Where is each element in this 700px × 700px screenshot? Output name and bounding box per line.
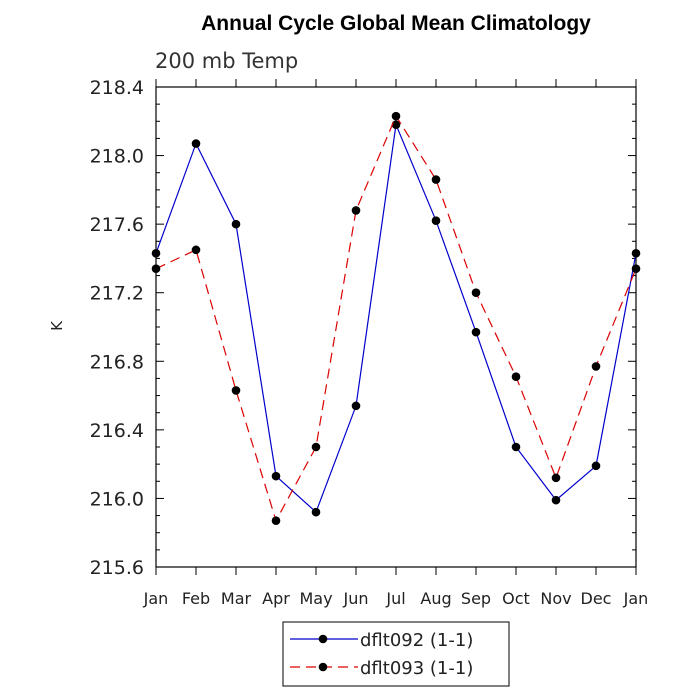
series-2 (151, 111, 641, 526)
data-point (151, 248, 161, 258)
x-tick-label: Oct (502, 589, 530, 608)
data-point (631, 248, 641, 258)
data-point (231, 219, 241, 229)
data-point (471, 288, 481, 298)
data-point (511, 372, 521, 382)
data-point (151, 264, 161, 274)
x-tick-label: May (299, 589, 332, 608)
x-tick-label: Jan (143, 589, 169, 608)
x-tick-label: Jul (385, 589, 405, 608)
data-point (551, 495, 561, 505)
data-point (351, 401, 361, 411)
x-tick-label: Nov (540, 589, 571, 608)
data-point (551, 473, 561, 483)
y-tick-label: 216.8 (90, 351, 144, 373)
plot-frame (155, 86, 637, 568)
axis-ticks: 215.6 216.0 216.4 216.8 217.2 217.6 218.0 218.4… (90, 77, 649, 608)
x-tick-label: Jun (343, 589, 369, 608)
series-1 (151, 120, 641, 517)
x-tick-label: Feb (182, 589, 210, 608)
chart-title: Annual Cycle Global Mean Climatology (201, 12, 591, 35)
y-tick-label: 217.6 (90, 214, 144, 236)
legend-label: dflt092 (1-1) (360, 630, 473, 651)
data-point (271, 516, 281, 526)
y-tick-label: 217.2 (90, 283, 144, 305)
legend-box (282, 621, 510, 687)
legend-label: dflt093 (1-1) (360, 658, 473, 679)
series-line (155, 114, 637, 523)
data-point (231, 386, 241, 395)
x-tick-label: Jan (623, 589, 649, 608)
x-tick-label: Aug (420, 589, 451, 608)
data-point (431, 216, 441, 226)
x-tick-label: Apr (262, 589, 290, 608)
y-tick-label: 216.4 (90, 420, 144, 442)
data-point (431, 175, 441, 184)
y-tick-label: 215.6 (90, 557, 144, 579)
data-point (311, 442, 321, 452)
chart-subtitle: 200 mb Temp (155, 49, 298, 73)
data-point (191, 139, 201, 148)
y-tick-label: 218.0 (90, 146, 144, 168)
data-point (271, 471, 281, 481)
data-point (511, 442, 521, 452)
y-tick-label: 218.4 (90, 77, 144, 99)
data-point (391, 111, 401, 121)
x-tick-label: Sep (461, 589, 491, 608)
data-point (311, 507, 321, 517)
data-point (591, 461, 601, 471)
x-tick-label: Mar (221, 589, 252, 608)
legend-marker (318, 634, 328, 644)
data-point (471, 327, 481, 337)
legend-marker (318, 662, 328, 672)
x-tick-label: Dec (581, 589, 612, 608)
data-point (591, 362, 601, 371)
legend: dflt092 (1-1) dflt093 (1-1) (282, 621, 510, 687)
data-point (391, 120, 401, 130)
data-point (351, 206, 361, 215)
series-layer (151, 111, 641, 526)
y-tick-label: 216.0 (90, 488, 144, 510)
y-axis-label: K (48, 320, 66, 331)
data-point (191, 245, 201, 255)
data-point (631, 264, 641, 274)
